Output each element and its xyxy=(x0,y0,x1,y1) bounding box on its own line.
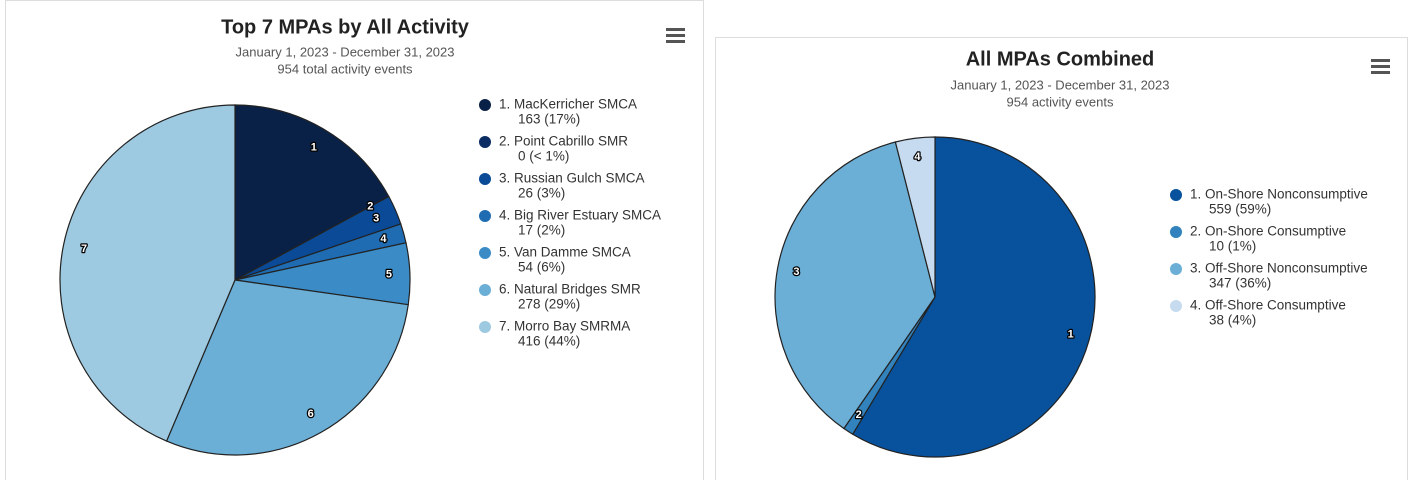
legend-marker xyxy=(479,136,491,148)
legend-value: 17 (2%) xyxy=(518,223,565,238)
legend-marker xyxy=(1170,300,1182,312)
chart-title: Top 7 MPAs by All Activity xyxy=(221,16,470,38)
legend-marker xyxy=(479,99,491,111)
slice-label: 3 xyxy=(793,266,799,278)
legend-value: 26 (3%) xyxy=(518,186,565,201)
chart-subtitle: January 1, 2023 - December 31, 2023 xyxy=(236,44,455,59)
legend-label: 2. Point Cabrillo SMR xyxy=(499,134,628,149)
pie-slice xyxy=(234,104,390,282)
pie-slice xyxy=(59,104,236,442)
legend-value: 54 (6%) xyxy=(518,260,565,275)
legend-marker xyxy=(479,284,491,296)
legend-value: 347 (36%) xyxy=(1209,276,1271,291)
legend-marker xyxy=(479,321,491,333)
legend-label: 4. Big River Estuary SMCA xyxy=(499,208,661,223)
slice-label: 3 xyxy=(373,212,379,224)
legend-label: 7. Morro Bay SMRMA xyxy=(499,319,630,334)
legend-value: 416 (44%) xyxy=(518,334,580,349)
slice-label: 1 xyxy=(1068,328,1074,340)
legend-marker xyxy=(479,173,491,185)
legend-value: 163 (17%) xyxy=(518,112,580,127)
slice-label: 1 xyxy=(311,142,317,154)
legend-value: 559 (59%) xyxy=(1209,202,1271,217)
legend-label: 1. MacKerricher SMCA xyxy=(499,97,637,112)
pie-slice xyxy=(774,141,936,430)
legend-label: 1. On-Shore Nonconsumptive xyxy=(1190,187,1368,202)
legend-label: 2. On-Shore Consumptive xyxy=(1190,224,1346,239)
chart-title: All MPAs Combined xyxy=(966,48,1155,70)
pie-slice xyxy=(894,136,936,298)
legend-value: 0 (< 1%) xyxy=(518,149,569,164)
legend-marker xyxy=(1170,263,1182,275)
slice-label: 6 xyxy=(308,408,314,420)
slice-label: 7 xyxy=(81,243,87,255)
legend-value: 278 (29%) xyxy=(518,297,580,312)
legend-value: 10 (1%) xyxy=(1209,239,1256,254)
slice-label: 2 xyxy=(367,200,373,212)
chart-subtitle: January 1, 2023 - December 31, 2023 xyxy=(951,77,1170,92)
legend-marker xyxy=(479,210,491,222)
chart-subtitle: 954 total activity events xyxy=(277,61,413,76)
pie-slice xyxy=(165,279,409,456)
slice-label: 4 xyxy=(380,233,387,245)
menu-icon[interactable] xyxy=(666,28,685,43)
slice-label: 5 xyxy=(386,268,392,280)
chart-subtitle: 954 activity events xyxy=(1007,94,1114,109)
legend-label: 4. Off-Shore Consumptive xyxy=(1190,298,1346,313)
legend-label: 3. Russian Gulch SMCA xyxy=(499,171,645,186)
legend-label: 6. Natural Bridges SMR xyxy=(499,282,641,297)
slice-label: 4 xyxy=(914,151,921,163)
legend-marker xyxy=(1170,226,1182,238)
menu-icon[interactable] xyxy=(1371,59,1390,74)
legend-marker xyxy=(479,247,491,259)
legend-label: 3. Off-Shore Nonconsumptive xyxy=(1190,261,1368,276)
pie-slice xyxy=(851,136,1096,458)
legend-label: 5. Van Damme SMCA xyxy=(499,245,631,260)
legend-marker xyxy=(1170,189,1182,201)
slice-label: 2 xyxy=(856,409,862,421)
legend-value: 38 (4%) xyxy=(1209,313,1256,328)
